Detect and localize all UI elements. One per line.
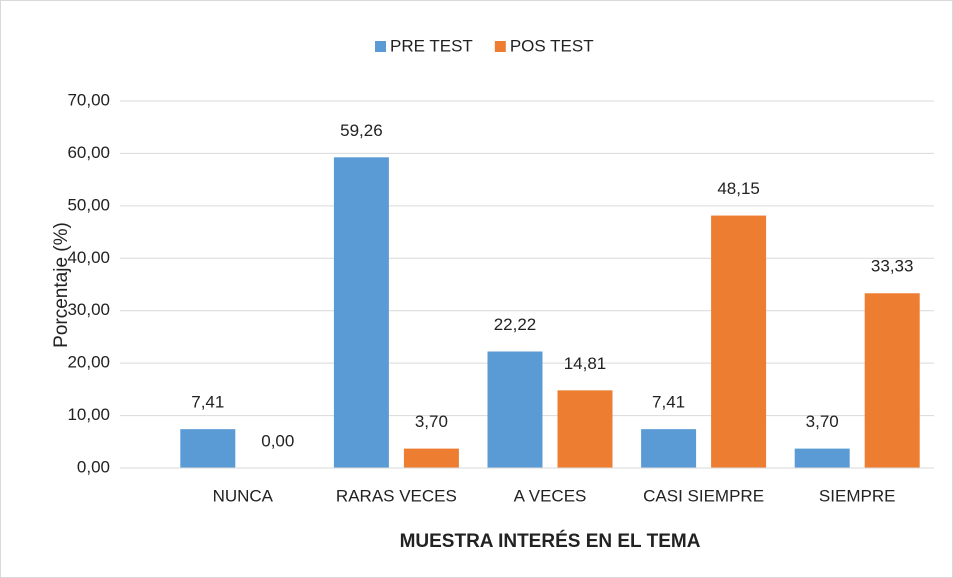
x-tick-label: NUNCA xyxy=(213,486,274,505)
y-tick-label: 50,00 xyxy=(67,195,110,214)
data-label: 22,22 xyxy=(494,315,537,334)
y-tick-label: 30,00 xyxy=(67,300,110,319)
x-tick-label: RARAS VECES xyxy=(336,486,457,505)
legend-label: PRE TEST xyxy=(390,36,473,55)
y-tick-label: 10,00 xyxy=(67,405,110,424)
legend-label: POS TEST xyxy=(510,36,594,55)
legend-swatch xyxy=(375,41,386,52)
y-tick-label: 70,00 xyxy=(67,90,110,109)
bar xyxy=(333,157,389,468)
bar xyxy=(864,293,920,468)
data-label: 7,41 xyxy=(191,393,224,412)
bar xyxy=(641,429,697,468)
bar xyxy=(180,429,236,468)
data-label: 59,26 xyxy=(340,121,383,140)
bar xyxy=(557,390,613,468)
y-tick-label: 40,00 xyxy=(67,248,110,267)
data-label: 14,81 xyxy=(564,354,607,373)
x-tick-label: A VECES xyxy=(514,486,587,505)
legend-swatch xyxy=(494,41,506,52)
data-label: 48,15 xyxy=(717,179,760,198)
y-axis-title: Porcentaje (%) xyxy=(51,222,72,348)
bar xyxy=(487,351,543,468)
bar xyxy=(794,448,850,468)
data-label: 3,70 xyxy=(806,412,839,431)
bar xyxy=(403,448,459,468)
y-tick-label: 0,00 xyxy=(77,457,110,476)
data-label: 0,00 xyxy=(261,431,294,450)
y-tick-label: 60,00 xyxy=(67,143,110,162)
x-axis-title: MUESTRA INTERÉS EN EL TEMA xyxy=(400,530,701,552)
data-label: 7,41 xyxy=(652,393,685,412)
bar xyxy=(711,215,767,468)
data-label: 3,70 xyxy=(415,412,448,431)
x-tick-label: SIEMPRE xyxy=(819,486,896,505)
y-tick-label: 20,00 xyxy=(67,353,110,372)
x-tick-label: CASI SIEMPRE xyxy=(643,486,764,505)
data-label: 33,33 xyxy=(871,257,914,276)
